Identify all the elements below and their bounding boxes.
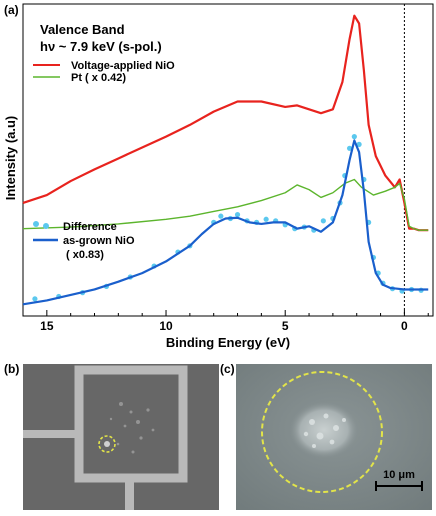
x-tick-label: 5 <box>282 319 289 333</box>
x-tick-label: 10 <box>159 319 173 333</box>
x-ticks: 15 10 5 0 <box>22 310 429 333</box>
panel-c: (c) 10 μm <box>218 358 436 516</box>
series-line-as-grown-nio-x0-83 <box>22 139 429 306</box>
x-axis-label: Binding Energy (eV) <box>166 335 290 350</box>
difference-point <box>351 134 357 140</box>
legend-marker-difference <box>33 221 39 227</box>
difference-point <box>263 216 269 222</box>
highlight-circle-c <box>261 371 383 493</box>
legend-marker-difference-2 <box>43 223 49 229</box>
y-axis-label: Intensity (a.u) <box>3 116 18 201</box>
difference-point <box>234 212 241 218</box>
chart-title: Valence Band <box>40 22 125 37</box>
sem-overview-image <box>23 364 219 510</box>
difference-point <box>346 145 353 151</box>
difference-point <box>218 213 224 219</box>
series-layer <box>22 14 429 306</box>
defect-site <box>104 441 110 447</box>
legend-label-as-grown: as-grown NiO <box>63 235 135 247</box>
legend-label-difference: Difference <box>63 221 117 233</box>
panel-label-c: (c) <box>220 362 235 376</box>
valence-band-chart: (a) Intensity (a.u) Binding Energy (eV) … <box>3 3 434 350</box>
series-line-pt-x-0-42 <box>22 178 429 231</box>
defect-cluster <box>290 402 358 458</box>
panel-label-a: (a) <box>4 3 19 17</box>
panel-label-b: (b) <box>4 362 20 376</box>
difference-point <box>356 141 362 147</box>
highlight-circle-b <box>98 435 116 453</box>
legend-label-voltage-applied: Voltage-applied NiO <box>71 60 175 72</box>
x-tick-label: 0 <box>401 319 408 333</box>
scale-bar-label: 10 μm <box>383 469 415 481</box>
electrode-lead-bottom <box>125 478 134 510</box>
panel-b: (b) <box>0 358 220 516</box>
plot-frame <box>22 3 434 317</box>
sem-zoom-image: 10 μm <box>236 364 432 510</box>
chart-subtitle: hν ~ 7.9 keV (s-pol.) <box>40 39 162 54</box>
legend-label-as-grown-scale: ( x0.83) <box>66 249 104 261</box>
x-tick-label: 15 <box>40 319 54 333</box>
difference-point <box>320 218 326 224</box>
electrode-lead-left <box>23 430 79 438</box>
cluster-texture <box>303 413 346 448</box>
series-line-voltage-applied-nio <box>22 14 429 232</box>
legend-label-pt: Pt ( x 0.42) <box>71 72 126 84</box>
surface-debris <box>109 402 155 454</box>
difference-point <box>32 296 38 302</box>
